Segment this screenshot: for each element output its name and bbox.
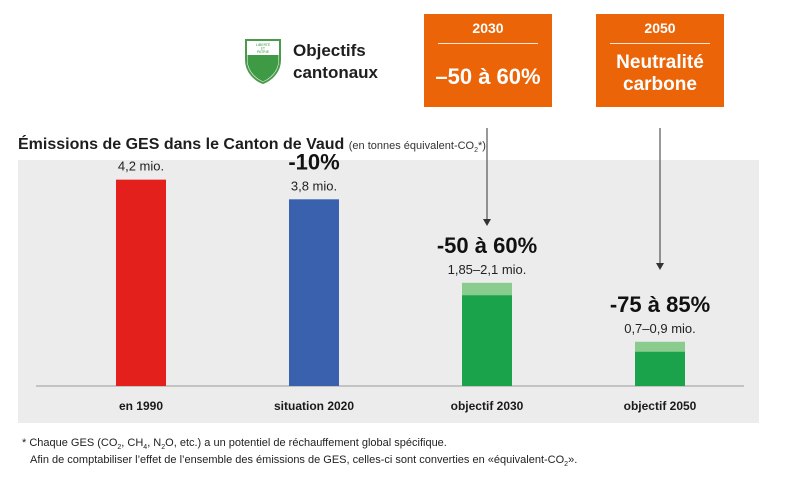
category-label-1: en 1990 (119, 399, 163, 413)
category-label-3: objectif 2030 (451, 399, 524, 413)
chart-title-unit: (en tonnes équivalent-CO2*) (348, 140, 486, 155)
emblem-text-1: LIBERTÉ (256, 42, 271, 47)
bar-value-label-3: 1,85–2,1 mio. (448, 262, 527, 277)
category-label-2: situation 2020 (274, 399, 354, 413)
target-value-2050-line-1: Neutralité (616, 52, 704, 73)
target-box-2030: 2030 –50 à 60% (424, 14, 552, 107)
bar-4 (635, 351, 685, 386)
target-box-2050: 2050 Neutralité carbone (596, 14, 724, 107)
objectives-line-2: cantonaux (293, 63, 379, 82)
bar-1 (116, 179, 166, 386)
target-value-2050-line-2: carbone (623, 74, 697, 95)
emblem-text-2: ET (261, 47, 265, 51)
canton-emblem: LIBERTÉ ET PATRIE (245, 39, 281, 84)
target-divider (438, 43, 538, 44)
arrow-2050-head (656, 263, 664, 270)
objectives-label: Objectifs cantonaux (293, 40, 413, 84)
target-year-2030: 2030 (472, 20, 504, 36)
footnote-line-1: * Chaque GES (CO2, CH4, N2O, etc.) a un … (22, 437, 447, 452)
bar-change-label-4: -75 à 85% (610, 292, 710, 317)
bar-change-label-2: -10% (288, 149, 339, 174)
target-year-2050: 2050 (644, 20, 676, 36)
bar-value-label-2: 3,8 mio. (291, 178, 337, 193)
arrow-2030-head (483, 219, 491, 226)
bar-change-label-3: -50 à 60% (437, 233, 537, 258)
objectives-line-1: Objectifs (293, 41, 366, 60)
category-label-4: objectif 2050 (624, 399, 697, 413)
emblem-text-3: PATRIE (257, 50, 270, 54)
bar-2 (289, 199, 339, 386)
target-value-2050: Neutralité carbone (596, 52, 724, 96)
footnote-line-2: Afin de comptabiliser l’effet de l’ensem… (30, 454, 578, 469)
bar-3 (462, 295, 512, 386)
target-divider (610, 43, 710, 44)
chart-title-main: Émissions de GES dans le Canton de Vaud (18, 136, 345, 153)
target-value-2030: –50 à 60% (435, 64, 541, 89)
bar-range-3 (462, 282, 512, 296)
bar-range-4 (635, 341, 685, 352)
chart-title: Émissions de GES dans le Canton de Vaud … (18, 136, 486, 154)
bar-value-label-4: 0,7–0,9 mio. (624, 321, 696, 336)
bar-value-label-1: 4,2 mio. (118, 159, 164, 174)
